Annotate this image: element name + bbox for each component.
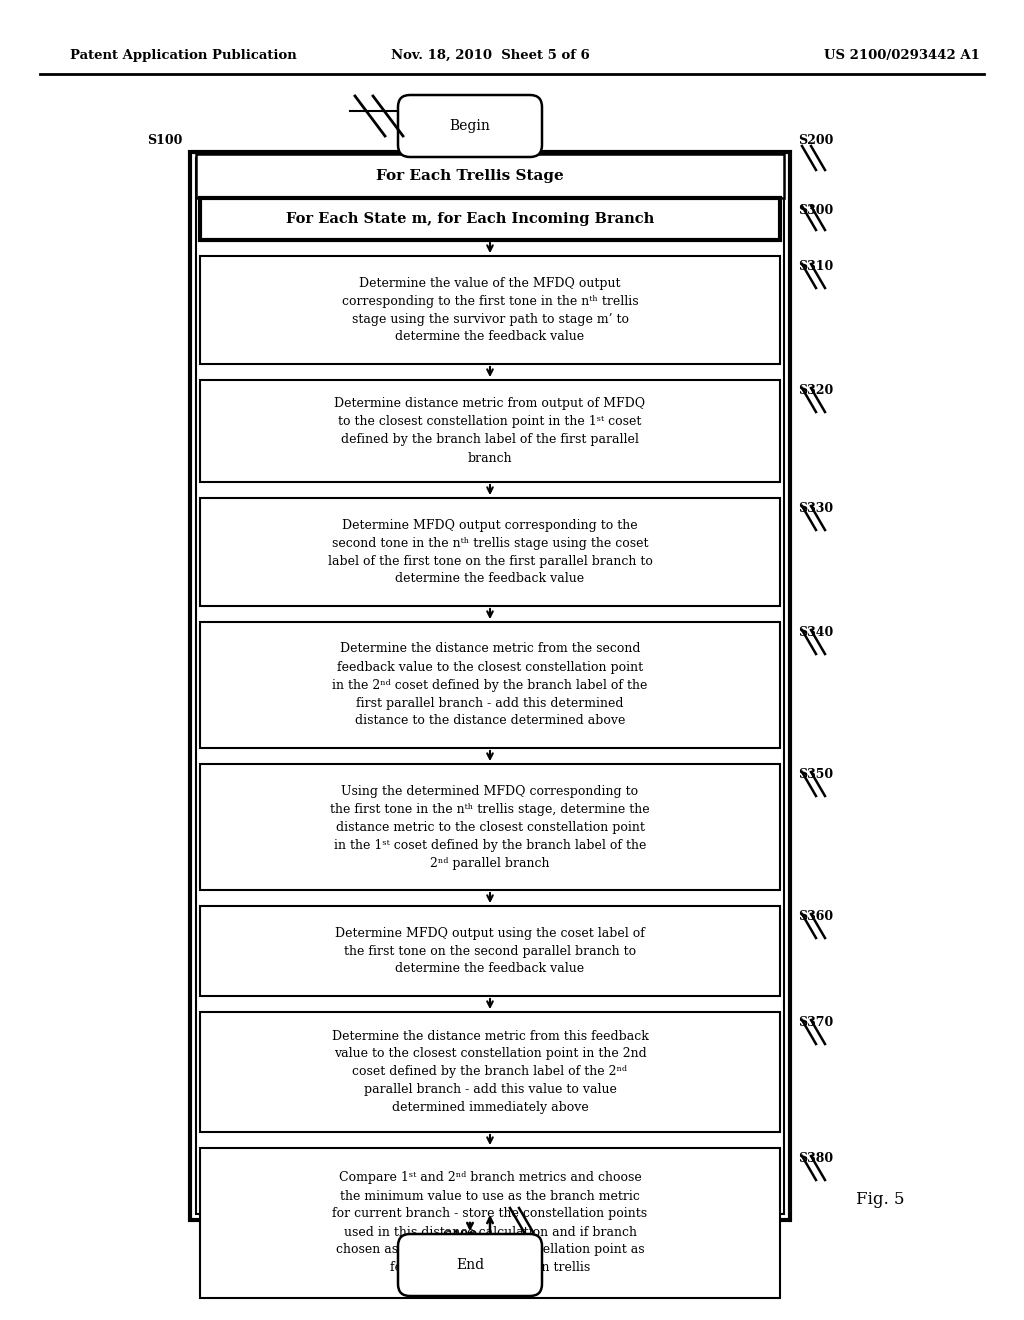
Text: Determine the distance metric from this feedback
value to the closest constellat: Determine the distance metric from this … [332,1030,648,1114]
Bar [196,154,784,198]
Bar [190,152,790,1220]
Text: S200: S200 [798,135,834,147]
Bar [200,1148,780,1298]
Text: Fig. 5: Fig. 5 [856,1192,904,1209]
Text: Nov. 18, 2010  Sheet 5 of 6: Nov. 18, 2010 Sheet 5 of 6 [390,49,590,62]
Text: Determine distance metric from output of MFDQ
to the closest constellation point: Determine distance metric from output of… [335,397,645,465]
Bar [200,764,780,890]
Bar [200,498,780,606]
Text: For Each State m, for Each Incoming Branch: For Each State m, for Each Incoming Bran… [286,213,654,226]
Text: Determine MFDQ output corresponding to the
second tone in the nᵗʰ trellis stage : Determine MFDQ output corresponding to t… [328,519,652,586]
Text: S310: S310 [798,260,834,273]
Text: S400: S400 [442,1230,477,1243]
Text: S340: S340 [798,626,834,639]
Text: Begin: Begin [450,119,490,133]
Text: S320: S320 [798,384,834,397]
Text: S380: S380 [798,1152,834,1166]
Text: Determine MFDQ output using the coset label of
the first tone on the second para: Determine MFDQ output using the coset la… [335,927,645,975]
Bar [200,380,780,482]
Text: Compare 1ˢᵗ and 2ⁿᵈ branch metrics and choose
the minimum value to use as the br: Compare 1ˢᵗ and 2ⁿᵈ branch metrics and c… [333,1172,647,1275]
Text: End: End [456,1258,484,1272]
Bar [200,1012,780,1133]
Bar [200,622,780,748]
Text: Patent Application Publication: Patent Application Publication [70,49,297,62]
Bar [200,906,780,997]
FancyBboxPatch shape [398,95,542,157]
FancyBboxPatch shape [398,1234,542,1296]
Bar [200,256,780,364]
Text: Using the determined MFDQ corresponding to
the first tone in the nᵗʰ trellis sta: Using the determined MFDQ corresponding … [330,784,650,870]
Bar [200,198,780,240]
Text: Determine the value of the MFDQ output
corresponding to the first tone in the nᵗ: Determine the value of the MFDQ output c… [342,276,638,343]
Text: Determine the distance metric from the second
feedback value to the closest cons: Determine the distance metric from the s… [333,643,648,727]
Bar [196,158,784,1214]
Text: For Each Trellis Stage: For Each Trellis Stage [376,169,564,183]
Text: S330: S330 [798,502,834,515]
Text: S350: S350 [798,768,834,781]
Text: S300: S300 [798,205,834,216]
Text: S100: S100 [146,135,182,147]
Text: S360: S360 [798,909,834,923]
Text: US 2100/0293442 A1: US 2100/0293442 A1 [824,49,980,62]
Text: S370: S370 [798,1016,834,1030]
